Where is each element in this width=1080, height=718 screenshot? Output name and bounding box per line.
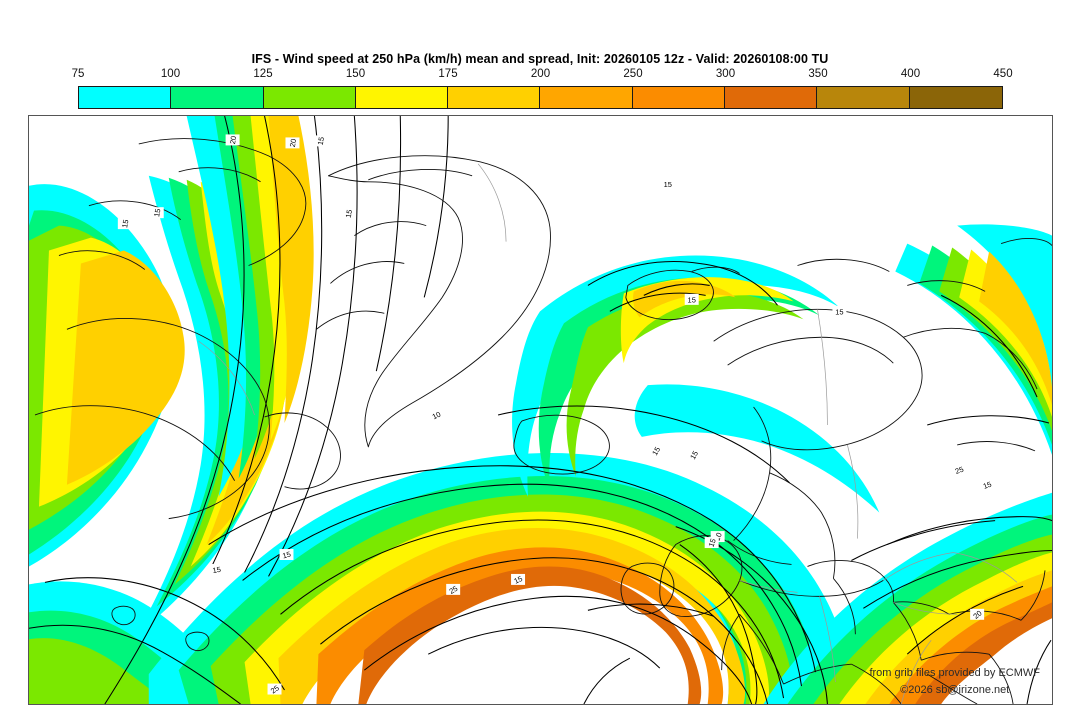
colorbar-tick-labels: 75 100 125 150 175 200 250 300 350 400 450 <box>72 68 1013 84</box>
svg-text:15: 15 <box>316 136 326 146</box>
chart-title: IFS - Wind speed at 250 hPa (km/h) mean … <box>251 52 829 66</box>
colorbar-segment <box>632 87 726 108</box>
colorbar-segment <box>79 87 172 108</box>
map-panel: 20 20 15 15 15 15 15 15 10 15 15 10 15 1… <box>28 115 1053 705</box>
map-canvas: 20 20 15 15 15 15 15 15 10 15 15 10 15 1… <box>29 116 1052 704</box>
colorbar-tick-label: 400 <box>900 68 921 80</box>
svg-text:20: 20 <box>228 135 238 145</box>
colorbar-tick-label: 150 <box>345 68 366 80</box>
svg-text:15: 15 <box>650 445 662 457</box>
coastlines-layer <box>34 138 1052 704</box>
svg-text:15: 15 <box>664 180 672 189</box>
colorbar-tick-label: 350 <box>808 68 828 80</box>
colorbar-tick-label: 450 <box>993 68 1013 80</box>
svg-text:15: 15 <box>706 537 717 548</box>
colorbar-segment <box>909 87 1002 108</box>
svg-text:15: 15 <box>344 209 354 219</box>
svg-text:25: 25 <box>269 683 281 695</box>
contour-labels: 20 20 15 15 15 15 15 15 10 15 15 10 15 1… <box>117 134 995 696</box>
colorbar-segment <box>817 87 910 108</box>
colorbar-tick-label: 75 <box>71 68 85 80</box>
svg-text:15: 15 <box>688 449 700 461</box>
colorbar-segment <box>171 87 264 108</box>
colorbar-segment <box>263 87 356 108</box>
svg-text:10: 10 <box>712 531 723 542</box>
svg-text:25: 25 <box>448 584 460 596</box>
svg-text:15: 15 <box>212 565 222 575</box>
colorbar-tick-label: 175 <box>438 68 458 80</box>
colorbar-segments <box>78 86 1003 109</box>
colorbar-tick-label: 100 <box>160 68 181 80</box>
svg-text:20: 20 <box>288 138 298 148</box>
svg-text:15: 15 <box>513 574 524 586</box>
svg-text:25: 25 <box>954 465 965 476</box>
colorbar-tick-label: 250 <box>623 68 643 80</box>
svg-text:15: 15 <box>688 295 696 304</box>
colorbar-segment <box>725 87 818 108</box>
windspeed-nw-jet <box>186 116 314 497</box>
colorbar-tick-label: 200 <box>530 68 551 80</box>
svg-text:15: 15 <box>835 307 843 316</box>
svg-text:15: 15 <box>281 550 291 561</box>
svg-text:10: 10 <box>431 410 442 422</box>
colorbar-segment <box>540 87 633 108</box>
spread-contour-lines <box>29 116 1052 704</box>
colorbar-segment <box>448 87 541 108</box>
colorbar-tick-label: 125 <box>253 68 273 80</box>
svg-text:15: 15 <box>982 480 993 491</box>
colorbar-segment <box>355 87 449 108</box>
country-borders-layer <box>198 163 1018 704</box>
colorbar <box>78 86 1003 109</box>
svg-text:15: 15 <box>152 208 162 218</box>
colorbar-tick-label: 300 <box>715 68 736 80</box>
svg-text:15: 15 <box>120 219 130 229</box>
